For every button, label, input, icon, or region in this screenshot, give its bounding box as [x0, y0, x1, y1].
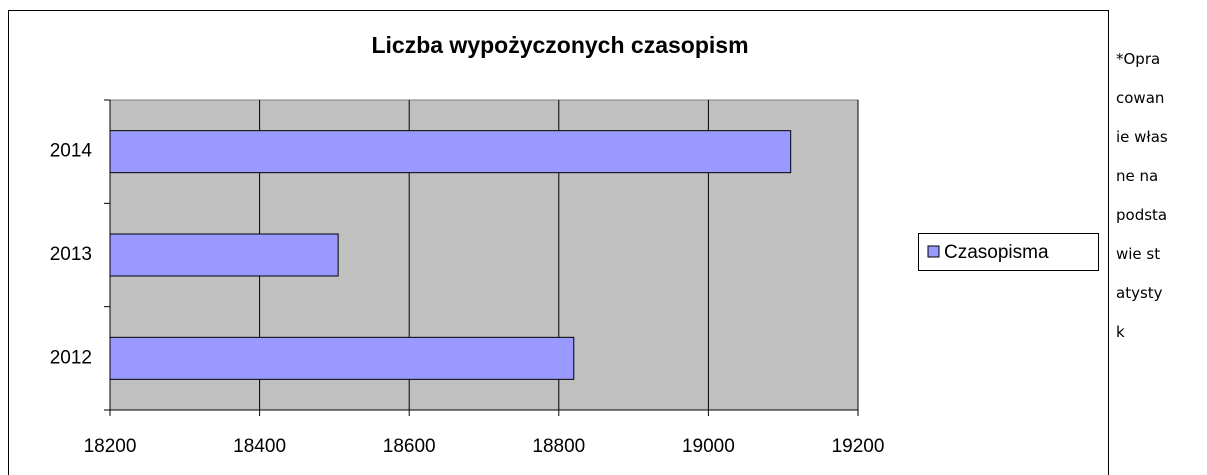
chart: Liczba wypożyczonych czasopism 18200 1840… [8, 10, 1109, 475]
x-tick-label: 19000 [682, 436, 735, 457]
y-tick-label: 2012 [50, 347, 92, 368]
legend-swatch [927, 245, 940, 258]
bar [109, 336, 575, 380]
y-tick-label: 2014 [50, 141, 93, 162]
x-tick-label: 18800 [532, 436, 585, 457]
chart-title: Liczba wypożyczonych czasopism [371, 32, 748, 58]
legend-box [918, 233, 1099, 271]
footnote: *Opracowanie własne na podstawie statyst… [1116, 50, 1168, 341]
bar [109, 233, 339, 277]
legend-label: Czasopisma [944, 242, 1049, 263]
y-tick-label: 2013 [50, 244, 92, 265]
x-tick-label: 18400 [233, 436, 286, 457]
x-tick-label: 18200 [84, 436, 137, 457]
bar [109, 130, 792, 174]
x-tick-label: 19200 [832, 436, 885, 457]
x-tick-label: 18600 [383, 436, 436, 457]
